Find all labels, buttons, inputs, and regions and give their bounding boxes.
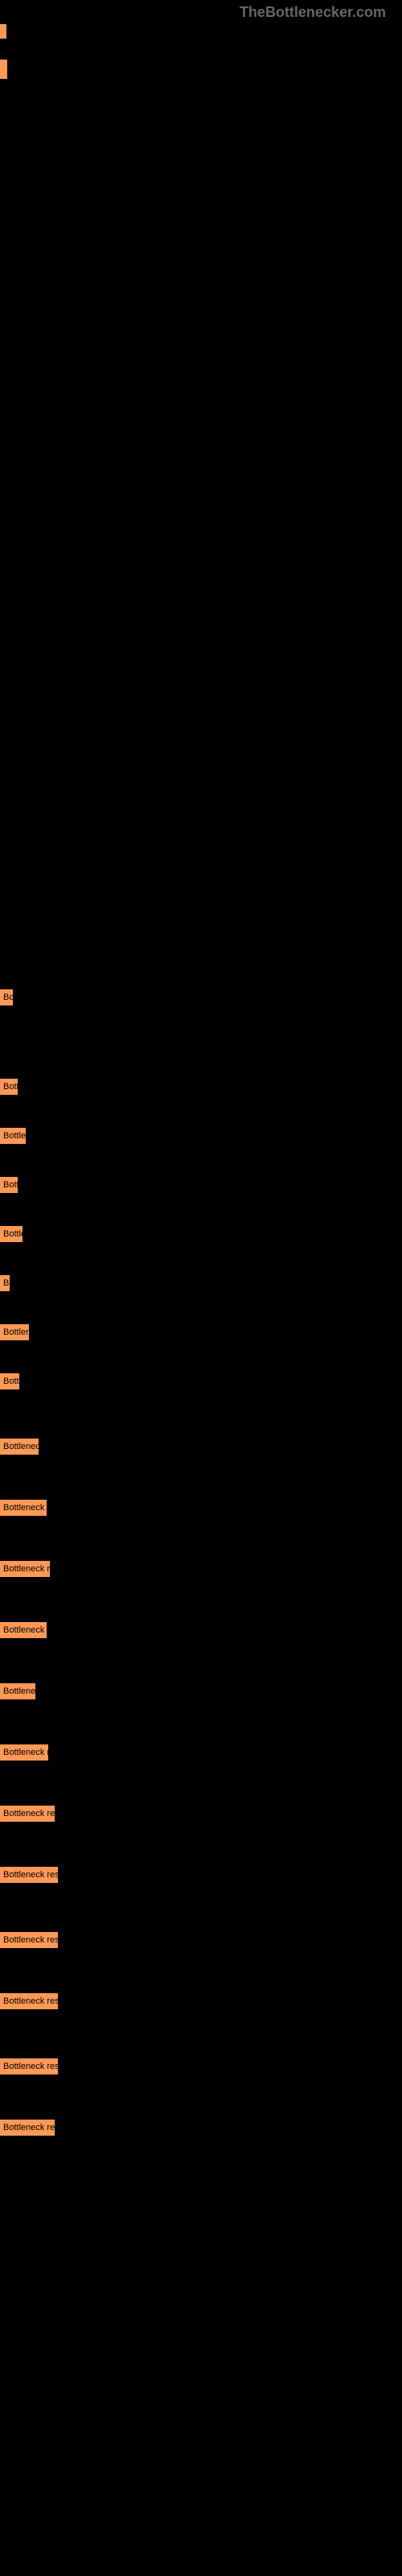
result-bar-12: Bottleneck bbox=[0, 1683, 35, 1699]
bar-row-16: Bottleneck result bbox=[0, 1932, 402, 1952]
result-bar-2: Bottlen bbox=[0, 1128, 26, 1144]
bar-row-2: Bottlen bbox=[0, 1128, 402, 1148]
result-bar-4: Bottle bbox=[0, 1226, 23, 1242]
result-bar-3: Bott bbox=[0, 1177, 18, 1193]
result-bar-7: Bottl bbox=[0, 1373, 19, 1389]
bar-row-9: Bottleneck re bbox=[0, 1500, 402, 1520]
result-bar-5: B bbox=[0, 1275, 10, 1291]
bar-row-19: Bottleneck resul bbox=[0, 2120, 402, 2140]
bar-row-10: Bottleneck resu bbox=[0, 1561, 402, 1581]
bar-row-11: Bottleneck res bbox=[0, 1622, 402, 1642]
bar-row-13: Bottleneck resu bbox=[0, 1744, 402, 1765]
result-bar-10: Bottleneck resu bbox=[0, 1561, 50, 1577]
watermark-text: TheBottlenecker.com bbox=[240, 4, 386, 21]
content-area: Bo Bott Bottlen Bott Bottle B Bottlene B… bbox=[0, 0, 402, 2140]
result-bar-8: Bottleneck r bbox=[0, 1439, 39, 1455]
bar-row-14: Bottleneck result bbox=[0, 1806, 402, 1826]
result-bar-15: Bottleneck result bbox=[0, 1867, 58, 1883]
result-bar-18: Bottleneck result bbox=[0, 2058, 58, 2074]
result-bar-19: Bottleneck resul bbox=[0, 2120, 55, 2136]
bar-row-4: Bottle bbox=[0, 1226, 402, 1246]
bar-row-15: Bottleneck result bbox=[0, 1867, 402, 1887]
top-bar-row-0 bbox=[0, 24, 402, 43]
result-bar-13: Bottleneck resu bbox=[0, 1744, 48, 1761]
result-bar-17: Bottleneck result bbox=[0, 1993, 58, 2009]
bar-row-3: Bott bbox=[0, 1177, 402, 1197]
bar-small-0 bbox=[0, 24, 6, 39]
bar-row-12: Bottleneck bbox=[0, 1683, 402, 1703]
result-bar-14: Bottleneck result bbox=[0, 1806, 55, 1822]
bar-row-6: Bottlene bbox=[0, 1324, 402, 1344]
result-bar-6: Bottlene bbox=[0, 1324, 29, 1340]
bar-row-5: B bbox=[0, 1275, 402, 1295]
bar-small-1 bbox=[0, 60, 7, 79]
result-bar-11: Bottleneck res bbox=[0, 1622, 47, 1638]
bar-row-7: Bottl bbox=[0, 1373, 402, 1393]
bar-row-18: Bottleneck result bbox=[0, 2058, 402, 2079]
top-bar-row-1 bbox=[0, 60, 402, 83]
bar-row-8: Bottleneck r bbox=[0, 1439, 402, 1459]
bar-row-0: Bo bbox=[0, 989, 402, 1009]
bar-row-1: Bott bbox=[0, 1079, 402, 1099]
result-bar-1: Bott bbox=[0, 1079, 18, 1095]
result-bar-0: Bo bbox=[0, 989, 13, 1005]
result-bar-16: Bottleneck result bbox=[0, 1932, 58, 1948]
bar-row-17: Bottleneck result bbox=[0, 1993, 402, 2013]
result-bar-9: Bottleneck re bbox=[0, 1500, 47, 1516]
